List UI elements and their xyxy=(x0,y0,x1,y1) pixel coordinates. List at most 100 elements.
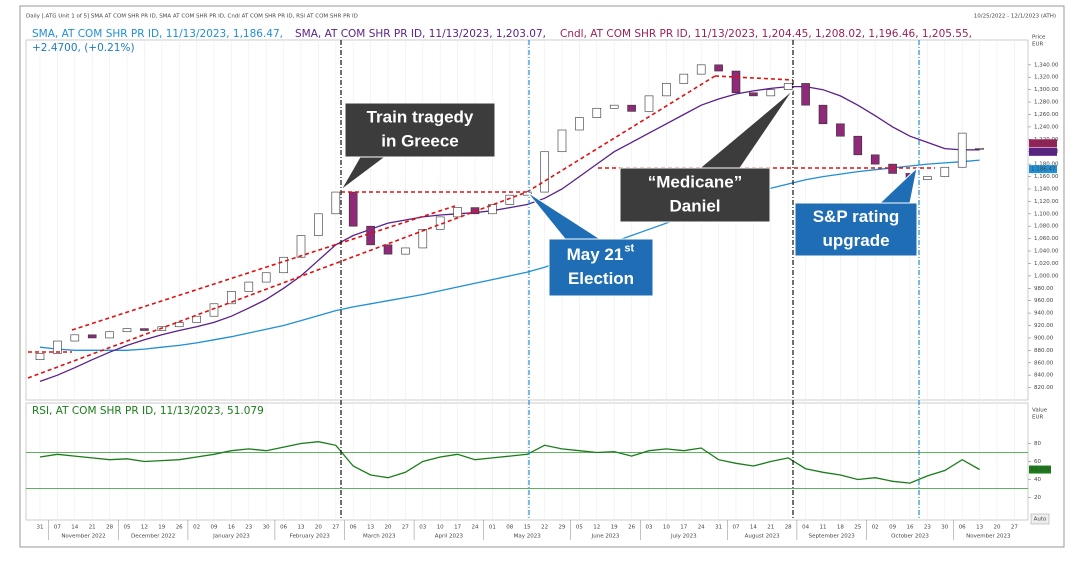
x-tick-label: 06 xyxy=(350,525,357,531)
x-tick-label: 17 xyxy=(680,525,687,531)
x-tick-label: 02 xyxy=(193,525,200,531)
candle xyxy=(192,315,201,323)
axis-label: EUR xyxy=(1032,415,1044,421)
x-tick-label: 21 xyxy=(89,525,96,531)
y-tick-label: 1,240.00 xyxy=(1034,124,1059,130)
candle xyxy=(418,229,428,249)
candle xyxy=(488,204,497,215)
candle xyxy=(940,166,950,177)
candle xyxy=(557,129,567,153)
x-tick-label: 27 xyxy=(332,525,339,531)
candle xyxy=(836,123,845,137)
trend-line xyxy=(526,75,716,193)
x-tick-label: 31 xyxy=(37,525,44,531)
candle xyxy=(801,83,810,106)
y-tick-label: 1,080.00 xyxy=(1034,224,1059,230)
candle xyxy=(505,194,515,205)
x-tick-label: 30 xyxy=(263,525,270,531)
month-label: May 2023 xyxy=(514,534,542,540)
last-value-label: 1,186.47 xyxy=(1031,167,1056,173)
y-tick-label: 1,000.00 xyxy=(1034,273,1059,279)
callout-text: May 21 xyxy=(567,245,624,264)
callout-box xyxy=(548,238,654,297)
y-tick-label: 60 xyxy=(1034,459,1041,465)
y-tick-label: 1,160.00 xyxy=(1034,174,1059,180)
candle xyxy=(853,135,863,156)
x-tick-label: 25 xyxy=(854,525,861,531)
x-tick-label: 31 xyxy=(715,525,722,531)
candle xyxy=(261,272,271,283)
x-tick-label: 21 xyxy=(767,525,774,531)
candle xyxy=(383,244,393,255)
auto-button[interactable] xyxy=(1030,513,1050,525)
x-tick-label: 12 xyxy=(593,525,600,531)
x-tick-label: 04 xyxy=(802,525,809,531)
y-tick-label: 820.00 xyxy=(1034,385,1054,391)
legend-entry: SMA, AT COM SHR PR ID, 11/13/2023, 1,203… xyxy=(295,28,546,40)
x-tick-label: 19 xyxy=(158,525,165,531)
legend-entry: SMA, AT COM SHR PR ID, 11/13/2023, 1,186… xyxy=(32,28,283,40)
candle xyxy=(314,213,323,236)
month-label: June 2023 xyxy=(591,534,620,540)
candle xyxy=(679,73,689,84)
candle xyxy=(366,225,375,246)
candle xyxy=(749,92,758,97)
month-label: October 2023 xyxy=(891,534,929,540)
candle xyxy=(296,235,306,258)
y-tick-label: 1,040.00 xyxy=(1034,249,1059,255)
x-tick-label: 02 xyxy=(872,525,879,531)
x-tick-label: 16 xyxy=(228,525,235,531)
candle xyxy=(957,132,967,168)
x-tick-label: 10 xyxy=(663,525,670,531)
candle xyxy=(70,334,80,342)
y-tick-label: 1,300.00 xyxy=(1034,87,1059,93)
x-tick-label: 14 xyxy=(71,525,78,531)
x-tick-label: 10 xyxy=(437,525,444,531)
x-tick-label: 06 xyxy=(280,525,287,531)
candle xyxy=(662,83,671,97)
x-tick-label: 23 xyxy=(924,525,931,531)
callout-text: Train tragedy xyxy=(367,107,474,126)
month-label: April 2023 xyxy=(435,534,464,540)
y-tick-label: 980.00 xyxy=(1034,286,1054,292)
x-tick-label: 30 xyxy=(941,525,948,531)
x-tick-label: 26 xyxy=(176,525,183,531)
trend-line xyxy=(714,75,794,81)
legend-entry: RSI, AT COM SHR PR ID, 11/13/2023, 51.07… xyxy=(32,405,264,417)
y-tick-label: 1,120.00 xyxy=(1034,199,1059,205)
last-value-box xyxy=(1029,165,1057,174)
axis-label: EUR xyxy=(1032,42,1044,48)
callout-box xyxy=(344,102,496,158)
candle xyxy=(609,104,619,109)
candle xyxy=(401,247,410,255)
month-label: February 2023 xyxy=(290,534,331,540)
y-tick-label: 1,180.00 xyxy=(1034,162,1059,168)
auto-label[interactable]: Auto xyxy=(1034,517,1047,523)
x-tick-label: 29 xyxy=(559,525,566,531)
x-tick-label: 13 xyxy=(298,525,305,531)
x-tick-label: 07 xyxy=(54,525,61,531)
candle xyxy=(714,64,723,72)
texts: Daily [.ATG Unit 1 of 5] SMA AT COM SHR … xyxy=(26,14,1059,540)
y-tick-label: 20 xyxy=(1034,495,1041,501)
x-tick-label: 14 xyxy=(750,525,757,531)
callout-text: in Greece xyxy=(381,131,459,150)
trend-line xyxy=(27,191,528,379)
grid xyxy=(26,40,1031,540)
x-tick-label: 05 xyxy=(576,525,583,531)
y-tick-label: 940.00 xyxy=(1034,311,1054,317)
x-tick-label: 28 xyxy=(785,525,792,531)
axis-label: Price xyxy=(1032,35,1046,41)
candle xyxy=(540,151,549,193)
month-label: March 2023 xyxy=(363,534,396,540)
candle xyxy=(35,353,45,360)
header-left: Daily [.ATG Unit 1 of 5] SMA AT COM SHR … xyxy=(26,14,358,20)
event-lines xyxy=(340,40,920,520)
x-tick-label: 13 xyxy=(367,525,374,531)
callout-box xyxy=(619,167,771,223)
month-label: January 2023 xyxy=(212,534,250,540)
x-tick-label: 18 xyxy=(837,525,844,531)
x-tick-label: 20 xyxy=(315,525,322,531)
candle xyxy=(975,147,984,150)
